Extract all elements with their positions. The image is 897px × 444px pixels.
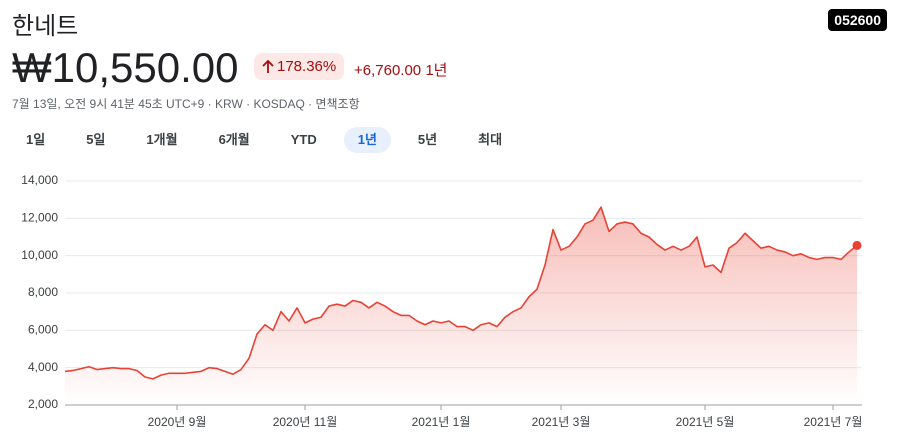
change-pill: 178.36% — [254, 53, 345, 80]
range-tab[interactable]: 1일 — [26, 132, 46, 147]
x-tick-label: 2021년 7월 — [804, 415, 863, 429]
chart: 2,000 4,000 6,000 8,000 10,000 12,000 14,000 20… — [21, 173, 863, 429]
up-arrow — [262, 59, 274, 73]
y-tick-label: 8,000 — [28, 285, 58, 299]
range-tab[interactable]: 최대 — [478, 132, 503, 147]
price-line — [64, 206, 858, 380]
x-tick-label: 2021년 3월 — [532, 415, 591, 429]
y-tick-label: 12,000 — [21, 211, 58, 225]
change: +6,760.00 1년 — [354, 62, 448, 79]
y-tick-label: 14,000 — [21, 173, 58, 187]
last-point — [852, 240, 862, 250]
x-tick-label: 2020년 11월 — [273, 415, 338, 429]
x-tick-label: 2021년 5월 — [676, 415, 735, 429]
y-tick-label: 6,000 — [28, 323, 58, 337]
range-tab[interactable]: 6개월 — [218, 132, 250, 147]
y-tick-label: 4,000 — [28, 360, 58, 374]
range-tab[interactable]: YTD — [290, 132, 317, 147]
area — [65, 207, 857, 405]
range-tabs: 1일 5일 1개월 6개월 YTD 1년 5년 최대 — [12, 127, 529, 153]
change-percent: 178.36% — [277, 58, 337, 75]
range-tab[interactable]: 1개월 — [146, 132, 178, 147]
range-tab[interactable]: 1년 — [343, 127, 391, 153]
range-tab[interactable]: 5일 — [86, 132, 106, 147]
y-tick-label: 10,000 — [21, 248, 58, 262]
stock-name: 한네트 — [12, 13, 79, 40]
ticker-badge: 052600 — [828, 9, 887, 31]
range-tab[interactable]: 5년 — [417, 132, 438, 147]
meta: 7월 13일, 오전 9시 41분 45초 UTC+9 · KRW · KOSD… — [12, 97, 360, 111]
x-tick-label: 2021년 1월 — [412, 415, 471, 429]
y-tick-label: 2,000 — [28, 397, 58, 411]
x-tick-label: 2020년 9월 — [148, 415, 207, 429]
price: ₩10,550.00 — [12, 44, 239, 91]
